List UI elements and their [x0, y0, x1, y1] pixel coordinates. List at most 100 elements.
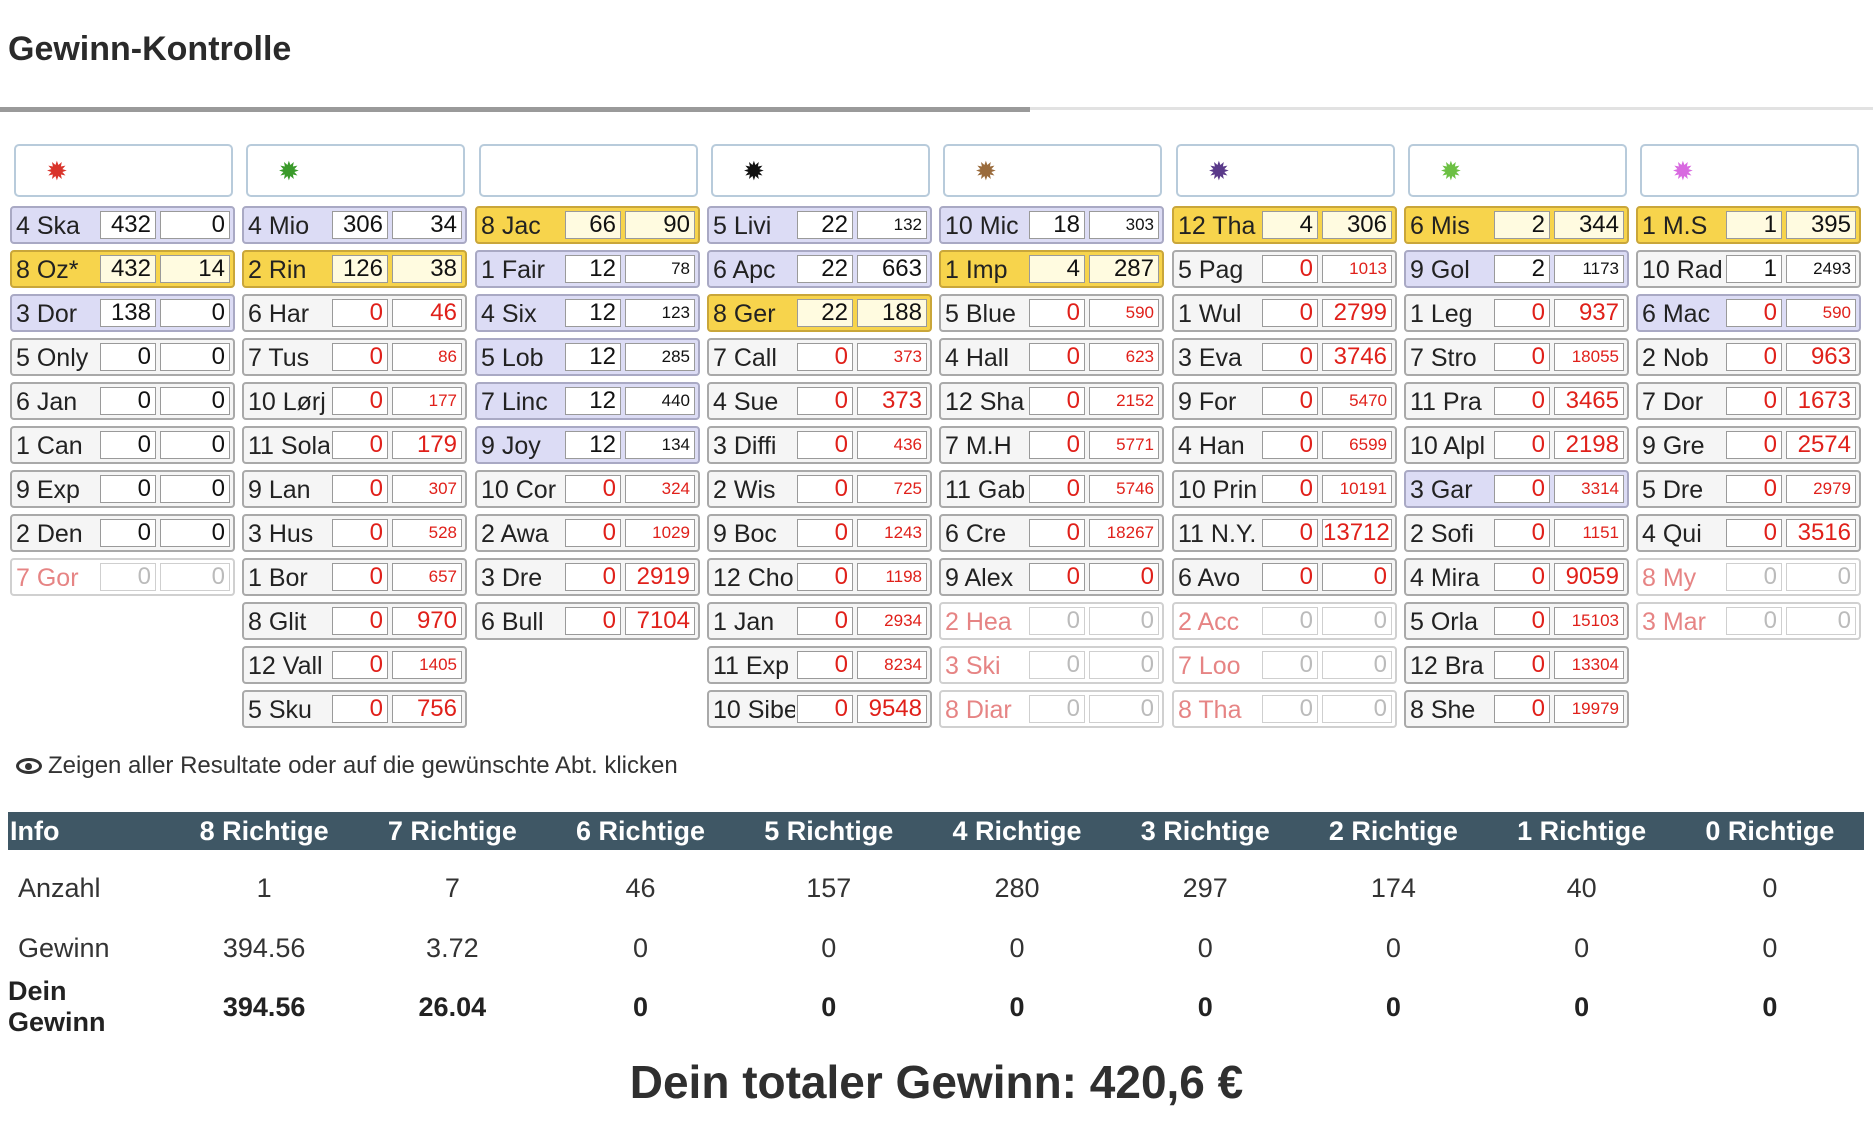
- horse-row[interactable]: 9 Joy 12 134: [475, 426, 700, 464]
- horse-row[interactable]: 1 M.S 1 395: [1636, 206, 1861, 244]
- horse-row[interactable]: 3 Ski 0 0: [939, 646, 1164, 684]
- horse-row[interactable]: 2 Sofi 0 1151: [1404, 514, 1629, 552]
- horse-row[interactable]: 9 Alex 0 0: [939, 558, 1164, 596]
- horse-row[interactable]: 8 Ger 22 188: [707, 294, 932, 332]
- division-filter-button[interactable]: [479, 144, 698, 197]
- horse-row[interactable]: 3 Gar 0 3314: [1404, 470, 1629, 508]
- horse-row[interactable]: 8 Tha 0 0: [1172, 690, 1397, 728]
- horse-row[interactable]: 6 Avo 0 0: [1172, 558, 1397, 596]
- horse-row[interactable]: 7 Loo 0 0: [1172, 646, 1397, 684]
- horse-row[interactable]: 7 Gor 0 0: [10, 558, 235, 596]
- horse-row[interactable]: 4 Mira 0 9059: [1404, 558, 1629, 596]
- horse-row[interactable]: 4 Hall 0 623: [939, 338, 1164, 376]
- horse-row[interactable]: 4 Mio 306 34: [242, 206, 467, 244]
- horse-row[interactable]: 10 Cor 0 324: [475, 470, 700, 508]
- horse-row[interactable]: 3 Diffi 0 436: [707, 426, 932, 464]
- horse-row[interactable]: 5 Pag 0 1013: [1172, 250, 1397, 288]
- horse-row[interactable]: 3 Hus 0 528: [242, 514, 467, 552]
- horse-row[interactable]: 3 Dre 0 2919: [475, 558, 700, 596]
- horse-row[interactable]: 4 Sue 0 373: [707, 382, 932, 420]
- horse-row[interactable]: 8 My 0 0: [1636, 558, 1861, 596]
- horse-row[interactable]: 1 Can 0 0: [10, 426, 235, 464]
- division-filter-button[interactable]: ✹: [246, 144, 465, 197]
- horse-row[interactable]: 5 Orla 0 15103: [1404, 602, 1629, 640]
- horse-row[interactable]: 9 Gre 0 2574: [1636, 426, 1861, 464]
- horse-row[interactable]: 7 Tus 0 86: [242, 338, 467, 376]
- horse-row[interactable]: 10 Rad 1 2493: [1636, 250, 1861, 288]
- horse-row[interactable]: 6 Bull 0 7104: [475, 602, 700, 640]
- horse-row[interactable]: 8 Glit 0 970: [242, 602, 467, 640]
- horse-row[interactable]: 9 Exp 0 0: [10, 470, 235, 508]
- horse-row[interactable]: 11 Exp 0 8234: [707, 646, 932, 684]
- horse-row[interactable]: 1 Fair 12 78: [475, 250, 700, 288]
- horse-row[interactable]: 11 Pra 0 3465: [1404, 382, 1629, 420]
- horse-row[interactable]: 9 For 0 5470: [1172, 382, 1397, 420]
- horse-row[interactable]: 4 Six 12 123: [475, 294, 700, 332]
- horse-row[interactable]: 3 Dor 138 0: [10, 294, 235, 332]
- horse-row[interactable]: 11 Sola 0 179: [242, 426, 467, 464]
- division-filter-button[interactable]: ✹: [1176, 144, 1395, 197]
- horse-row[interactable]: 2 Nob 0 963: [1636, 338, 1861, 376]
- horse-row[interactable]: 8 Diar 0 0: [939, 690, 1164, 728]
- horse-row[interactable]: 9 Lan 0 307: [242, 470, 467, 508]
- horse-row[interactable]: 6 Cre 0 18267: [939, 514, 1164, 552]
- horse-row[interactable]: 2 Acc 0 0: [1172, 602, 1397, 640]
- horse-row[interactable]: 8 She 0 19979: [1404, 690, 1629, 728]
- horse-row[interactable]: 7 Call 0 373: [707, 338, 932, 376]
- horse-row[interactable]: 4 Han 0 6599: [1172, 426, 1397, 464]
- horse-row[interactable]: 6 Mis 2 344: [1404, 206, 1629, 244]
- horse-row[interactable]: 3 Mar 0 0: [1636, 602, 1861, 640]
- horse-row[interactable]: 10 Lørj 0 177: [242, 382, 467, 420]
- horse-row[interactable]: 5 Blue 0 590: [939, 294, 1164, 332]
- horse-row[interactable]: 12 Sha 0 2152: [939, 382, 1164, 420]
- horse-row[interactable]: 9 Boc 0 1243: [707, 514, 932, 552]
- horse-row[interactable]: 5 Dre 0 2979: [1636, 470, 1861, 508]
- horse-row[interactable]: 10 Prin 0 10191: [1172, 470, 1397, 508]
- horse-row[interactable]: 2 Wis 0 725: [707, 470, 932, 508]
- division-filter-button[interactable]: ✹: [1640, 144, 1859, 197]
- horse-row[interactable]: 7 Dor 0 1673: [1636, 382, 1861, 420]
- horse-row[interactable]: 6 Har 0 46: [242, 294, 467, 332]
- horse-row[interactable]: 11 N.Y. 0 13712: [1172, 514, 1397, 552]
- division-filter-button[interactable]: ✹: [14, 144, 233, 197]
- horse-row[interactable]: 1 Imp 4 287: [939, 250, 1164, 288]
- show-all-results-link[interactable]: Zeigen aller Resultate oder auf die gewü…: [16, 752, 678, 780]
- horse-row[interactable]: 2 Rin 126 38: [242, 250, 467, 288]
- horse-row[interactable]: 9 Gol 2 1173: [1404, 250, 1629, 288]
- horse-row[interactable]: 2 Den 0 0: [10, 514, 235, 552]
- horse-row[interactable]: 1 Jan 0 2934: [707, 602, 932, 640]
- horse-row[interactable]: 4 Qui 0 3516: [1636, 514, 1861, 552]
- division-filter-button[interactable]: ✹: [1408, 144, 1627, 197]
- horse-row[interactable]: 8 Oz* 432 14: [10, 250, 235, 288]
- horse-row[interactable]: 5 Sku 0 756: [242, 690, 467, 728]
- horse-row[interactable]: 10 Mic 18 303: [939, 206, 1164, 244]
- division-filter-button[interactable]: ✹: [943, 144, 1162, 197]
- horse-row[interactable]: 1 Leg 0 937: [1404, 294, 1629, 332]
- horse-row[interactable]: 6 Mac 0 590: [1636, 294, 1861, 332]
- horse-row[interactable]: 2 Hea 0 0: [939, 602, 1164, 640]
- horse-row[interactable]: 5 Lob 12 285: [475, 338, 700, 376]
- horse-row[interactable]: 12 Vall 0 1405: [242, 646, 467, 684]
- horse-row[interactable]: 10 Sibe 0 9548: [707, 690, 932, 728]
- horse-row[interactable]: 3 Eva 0 3746: [1172, 338, 1397, 376]
- division-filter-button[interactable]: ✹: [711, 144, 930, 197]
- horse-row[interactable]: 12 Tha 4 306: [1172, 206, 1397, 244]
- horse-row[interactable]: 5 Livi 22 132: [707, 206, 932, 244]
- horse-row[interactable]: 7 Stro 0 18055: [1404, 338, 1629, 376]
- value-field: 285: [625, 343, 695, 371]
- horse-row[interactable]: 1 Wul 0 2799: [1172, 294, 1397, 332]
- horse-row[interactable]: 7 M.H 0 5771: [939, 426, 1164, 464]
- horse-row[interactable]: 1 Bor 0 657: [242, 558, 467, 596]
- horse-row[interactable]: 2 Awa 0 1029: [475, 514, 700, 552]
- horse-row[interactable]: 4 Ska 432 0: [10, 206, 235, 244]
- horse-row[interactable]: 6 Jan 0 0: [10, 382, 235, 420]
- horse-row[interactable]: 8 Jac 66 90: [475, 206, 700, 244]
- horse-row[interactable]: 7 Linc 12 440: [475, 382, 700, 420]
- horse-row[interactable]: 10 Alpl 0 2198: [1404, 426, 1629, 464]
- horse-row[interactable]: 12 Cho 0 1198: [707, 558, 932, 596]
- horse-row[interactable]: 11 Gab 0 5746: [939, 470, 1164, 508]
- horse-row[interactable]: 5 Only 0 0: [10, 338, 235, 376]
- horse-row[interactable]: 6 Apc 22 663: [707, 250, 932, 288]
- division-columns: ✹ 4 Ska 432 0 8 Oz* 432 14 3 Dor 138 0 5 Only 0 0 6 J…: [10, 144, 1872, 734]
- horse-row[interactable]: 12 Bra 0 13304: [1404, 646, 1629, 684]
